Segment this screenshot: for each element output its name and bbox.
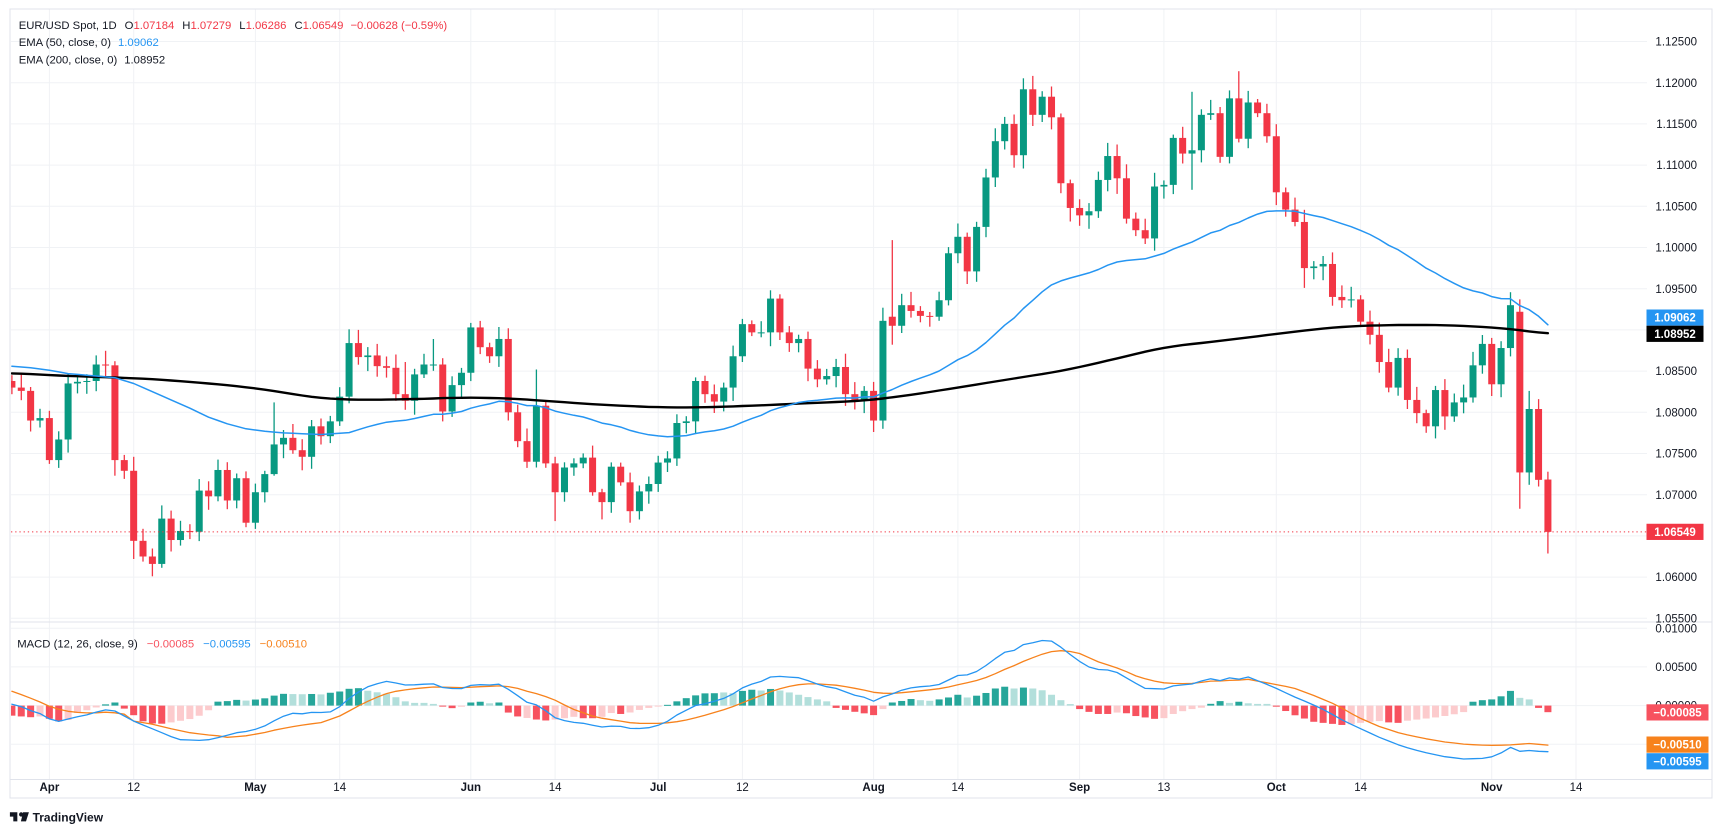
svg-text:EMA (50, close, 0)1.09062: EMA (50, close, 0) 1.09062 <box>19 37 159 49</box>
svg-text:13: 13 <box>1158 782 1171 794</box>
svg-text:0.01000: 0.01000 <box>1655 623 1697 635</box>
svg-text:Aug: Aug <box>862 782 884 794</box>
svg-text:1.08952: 1.08952 <box>1654 329 1696 341</box>
svg-text:1.10500: 1.10500 <box>1655 201 1697 213</box>
svg-text:Nov: Nov <box>1481 782 1503 794</box>
svg-text:14: 14 <box>549 782 562 794</box>
svg-text:1.08000: 1.08000 <box>1655 407 1697 419</box>
svg-text:14: 14 <box>333 782 346 794</box>
svg-text:14: 14 <box>952 782 965 794</box>
svg-text:1.11000: 1.11000 <box>1656 160 1697 172</box>
svg-text:14: 14 <box>1570 782 1583 794</box>
svg-text:EMA (200, close, 0)1.08952: EMA (200, close, 0) 1.08952 <box>19 55 165 67</box>
svg-text:May: May <box>244 782 267 794</box>
svg-text:MACD (12, 26, close, 9)−0.0008: MACD (12, 26, close, 9) −0.00085 −0.00595−… <box>17 638 307 650</box>
svg-text:1.12500: 1.12500 <box>1655 37 1697 49</box>
svg-text:1.09062: 1.09062 <box>1654 313 1696 325</box>
svg-text:1.07500: 1.07500 <box>1655 449 1697 461</box>
svg-text:−0.00085: −0.00085 <box>1653 708 1702 720</box>
svg-text:1.06549: 1.06549 <box>1654 527 1696 539</box>
svg-text:1.06000: 1.06000 <box>1655 572 1697 584</box>
svg-text:12: 12 <box>127 782 140 794</box>
svg-text:1.12000: 1.12000 <box>1655 78 1697 90</box>
svg-text:1.09500: 1.09500 <box>1655 284 1697 296</box>
svg-text:12: 12 <box>736 782 749 794</box>
svg-text:1.11500: 1.11500 <box>1656 119 1697 131</box>
svg-text:0.00500: 0.00500 <box>1655 662 1697 674</box>
svg-text:1.05500: 1.05500 <box>1655 613 1697 625</box>
svg-text:Jun: Jun <box>461 782 481 794</box>
svg-text:TradingView: TradingView <box>33 810 104 824</box>
svg-text:Jul: Jul <box>650 782 667 794</box>
svg-text:Apr: Apr <box>39 782 59 794</box>
svg-text:1.07000: 1.07000 <box>1655 490 1697 502</box>
svg-text:1.10000: 1.10000 <box>1655 243 1697 255</box>
svg-text:14: 14 <box>1354 782 1367 794</box>
svg-text:−0.00595: −0.00595 <box>1653 756 1702 768</box>
svg-text:−0.00510: −0.00510 <box>1653 740 1701 752</box>
svg-text:1.08500: 1.08500 <box>1655 366 1697 378</box>
svg-text:Sep: Sep <box>1069 782 1090 794</box>
svg-text:Oct: Oct <box>1267 782 1286 794</box>
